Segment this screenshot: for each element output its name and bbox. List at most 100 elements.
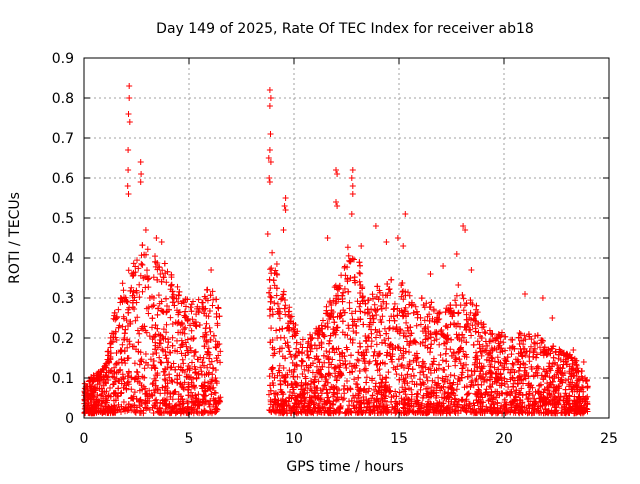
data-point <box>420 371 427 378</box>
data-point <box>504 390 511 397</box>
data-point <box>202 387 209 394</box>
data-point <box>501 381 508 387</box>
data-point <box>398 395 405 402</box>
data-point <box>286 367 293 374</box>
data-point <box>331 407 338 414</box>
data-point <box>313 353 320 360</box>
data-point <box>374 361 381 367</box>
data-point <box>126 341 133 348</box>
data-point <box>460 295 467 302</box>
data-point <box>337 310 344 317</box>
data-point <box>149 324 155 331</box>
data-point <box>100 408 107 415</box>
data-point <box>177 393 184 400</box>
data-point <box>201 293 208 300</box>
data-point <box>107 334 114 341</box>
data-point <box>436 316 443 322</box>
data-point <box>125 378 132 385</box>
data-point <box>413 350 420 357</box>
data-point <box>451 408 458 415</box>
data-point <box>495 344 502 350</box>
data-point <box>123 298 130 304</box>
data-point <box>332 331 339 338</box>
data-point <box>495 409 502 416</box>
data-point <box>187 304 194 311</box>
data-point <box>195 296 202 303</box>
data-point <box>464 373 471 380</box>
data-point <box>137 179 144 185</box>
data-point <box>477 409 484 416</box>
data-point <box>153 235 160 241</box>
data-point <box>289 384 296 391</box>
x-axis-label: GPS time / hours <box>286 459 403 475</box>
data-point <box>463 383 470 390</box>
data-point <box>115 385 122 392</box>
data-point <box>509 360 516 367</box>
data-point <box>154 276 161 283</box>
data-point <box>179 408 186 414</box>
data-point <box>515 334 522 341</box>
data-point <box>102 364 109 371</box>
data-point <box>94 399 100 406</box>
data-point <box>139 242 146 249</box>
data-point <box>401 364 407 371</box>
data-point <box>281 203 288 209</box>
data-point <box>194 405 201 412</box>
data-point <box>124 183 131 189</box>
data-point <box>584 377 590 384</box>
data-point <box>354 384 361 391</box>
data-point <box>103 388 110 395</box>
data-point <box>205 410 212 416</box>
data-point <box>391 405 398 412</box>
data-point <box>385 369 392 376</box>
data-point <box>279 345 285 352</box>
data-point <box>405 400 412 407</box>
data-point <box>292 332 299 339</box>
data-point <box>354 409 361 416</box>
data-point <box>268 294 275 301</box>
data-point <box>126 119 133 125</box>
data-point <box>457 345 464 352</box>
data-point <box>266 175 273 181</box>
data-point <box>142 385 149 392</box>
data-point <box>316 408 322 415</box>
data-point <box>150 410 157 416</box>
data-point <box>564 398 571 405</box>
data-point <box>446 380 453 387</box>
data-point <box>141 365 148 372</box>
data-point <box>575 368 582 375</box>
data-point <box>145 310 152 317</box>
data-point <box>447 346 454 353</box>
data-point <box>125 191 132 197</box>
data-point <box>212 338 219 345</box>
data-point <box>118 389 125 396</box>
data-point <box>126 369 132 376</box>
data-point <box>471 368 478 375</box>
data-point <box>179 367 186 374</box>
y-tick-label: 0.6 <box>52 171 74 187</box>
data-point <box>193 375 200 382</box>
data-point <box>266 407 273 413</box>
data-point <box>195 398 202 405</box>
data-point <box>430 358 437 365</box>
data-point <box>124 379 131 386</box>
data-point <box>144 276 151 283</box>
data-point <box>549 315 556 321</box>
data-point <box>355 395 362 402</box>
data-point <box>125 323 131 329</box>
data-point <box>301 366 308 373</box>
data-point <box>267 95 274 101</box>
data-point <box>167 404 173 411</box>
data-point <box>164 387 171 394</box>
data-point <box>319 363 326 370</box>
data-point <box>331 329 338 336</box>
data-point <box>364 306 371 313</box>
data-point <box>526 405 533 412</box>
data-point <box>142 397 149 404</box>
data-point <box>357 262 363 269</box>
data-point <box>192 369 198 376</box>
data-point <box>190 335 197 341</box>
data-point <box>285 344 292 351</box>
data-point <box>131 306 138 312</box>
data-point <box>447 321 454 328</box>
